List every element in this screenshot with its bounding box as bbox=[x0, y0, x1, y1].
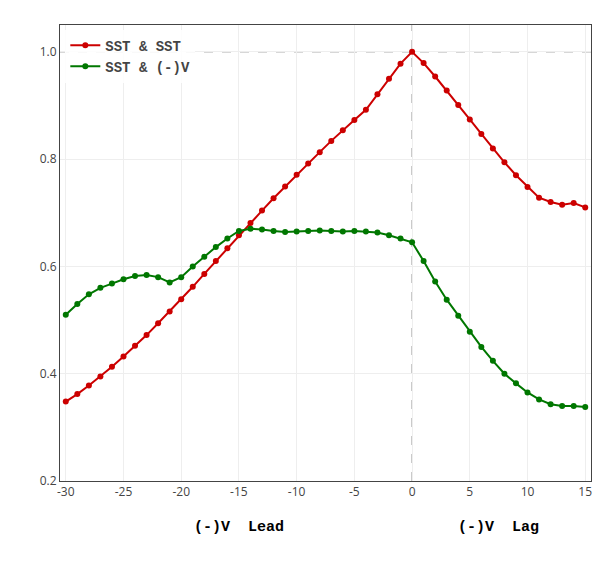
svg-text:0.6: 0.6 bbox=[40, 258, 57, 275]
svg-text:-10: -10 bbox=[288, 483, 306, 500]
svg-text:-5: -5 bbox=[349, 483, 360, 500]
svg-text:SST & (-)V: SST & (-)V bbox=[105, 60, 190, 76]
svg-text:1.0: 1.0 bbox=[40, 43, 57, 60]
svg-text:(-)V Lead: (-)V Lead bbox=[194, 519, 284, 536]
svg-text:-30: -30 bbox=[57, 483, 75, 500]
svg-text:-25: -25 bbox=[115, 483, 133, 500]
svg-text:SST & SST: SST & SST bbox=[105, 39, 181, 55]
svg-text:-20: -20 bbox=[172, 483, 190, 500]
svg-text:10: 10 bbox=[521, 483, 535, 500]
svg-text:0.8: 0.8 bbox=[40, 150, 57, 167]
svg-text:5: 5 bbox=[466, 483, 473, 500]
svg-text:0.2: 0.2 bbox=[40, 472, 57, 489]
svg-text:-15: -15 bbox=[230, 483, 248, 500]
svg-text:0.4: 0.4 bbox=[40, 365, 57, 382]
svg-text:15: 15 bbox=[578, 483, 592, 500]
svg-text:0: 0 bbox=[409, 483, 416, 500]
svg-text:(-)V Lag: (-)V Lag bbox=[458, 519, 539, 536]
